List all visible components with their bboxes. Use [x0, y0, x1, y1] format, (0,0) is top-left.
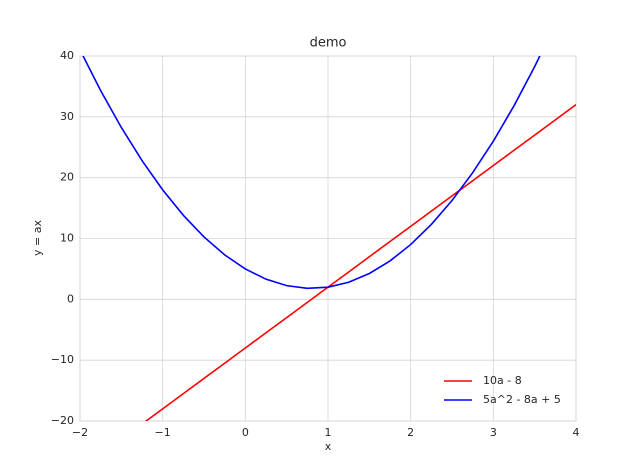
plot-area	[82, 56, 576, 421]
line	[82, 56, 541, 290]
y-axis-label: y = ax	[31, 220, 44, 256]
y-tick-label: −20	[51, 414, 74, 427]
x-tick-label: 4	[573, 426, 580, 439]
y-tick-label: 20	[60, 171, 74, 184]
legend-label: 5a^2 - 8a + 5	[483, 393, 561, 406]
x-tick-label: 3	[490, 426, 497, 439]
plot-frame	[79, 55, 577, 422]
x-tick-label: 0	[242, 426, 249, 439]
x-tick-label: −1	[155, 426, 171, 439]
x-tick-label: 1	[325, 426, 332, 439]
y-tick-label: −10	[51, 353, 74, 366]
x-tick-label: −2	[72, 426, 88, 439]
y-tick-label: 0	[67, 292, 74, 305]
chart-title: demo	[310, 36, 347, 51]
x-axis-label: x	[325, 440, 332, 453]
y-tick-label: 30	[60, 110, 74, 123]
y-tick-label: 40	[60, 49, 74, 62]
y-tick-label: 10	[60, 232, 74, 245]
legend-label: 10a - 8	[483, 374, 522, 387]
x-tick-label: 2	[407, 426, 414, 439]
